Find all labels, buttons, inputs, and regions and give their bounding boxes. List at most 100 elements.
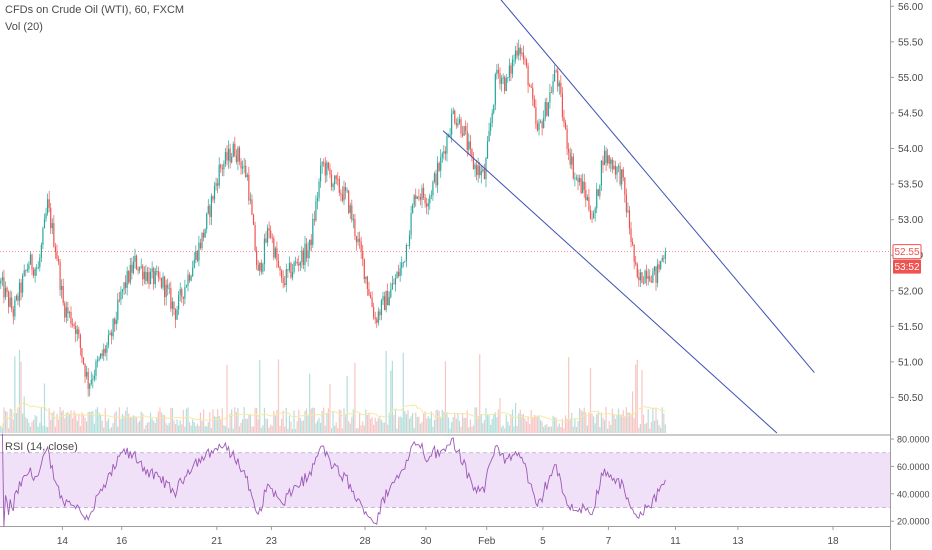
volume-bar [305, 408, 308, 433]
candle-body [611, 159, 613, 170]
candle-body [139, 267, 141, 271]
candle-body [221, 168, 223, 170]
volume-bar [220, 418, 222, 433]
volume-bar [68, 413, 71, 433]
symbol-legend[interactable]: CFDs on Crude Oil (WTI), 60, FXCM [5, 4, 185, 16]
candle-body [449, 134, 451, 136]
channel-line [500, 0, 815, 373]
candle-body [15, 295, 17, 300]
candle-body [360, 241, 362, 252]
candle-body [472, 157, 475, 170]
volume-bar [93, 423, 95, 433]
candle-body [568, 148, 570, 153]
volume-bar [240, 422, 242, 433]
volume-legend[interactable]: Vol (20) [5, 21, 43, 33]
candle-body [68, 312, 71, 314]
candle-body [179, 289, 181, 295]
volume-bar [393, 415, 395, 433]
candle-body [380, 300, 383, 316]
price-tick-label: 54.00 [898, 144, 923, 155]
volume-bar [500, 427, 503, 433]
candle-body [290, 263, 292, 278]
volume-bar [374, 417, 376, 433]
volume-bar [312, 407, 314, 433]
volume-bar [288, 415, 290, 433]
candle-body [196, 251, 198, 261]
candle-body [463, 126, 465, 136]
candle-body [0, 280, 2, 284]
volume-bar [295, 428, 297, 433]
candle-body [126, 271, 128, 288]
candle-body [338, 178, 340, 193]
volume-bar [210, 428, 212, 433]
volume-bar [229, 413, 231, 433]
volume-bar [132, 415, 134, 433]
volume-bar [285, 408, 287, 433]
candle-body [213, 186, 216, 200]
volume-bar [582, 411, 584, 433]
rsi-legend[interactable]: RSI (14, close) [5, 441, 78, 453]
candle-body [316, 197, 319, 202]
candle-body [106, 344, 108, 353]
price-axis[interactable]: 56.0055.5055.0054.5054.0053.5053.0052.50… [890, 2, 923, 404]
time-axis[interactable]: 14 16 21 23 28 30 Feb 5 7 11 13 18 [57, 526, 839, 547]
volume-bar [67, 411, 69, 433]
volume-bar [8, 428, 10, 433]
volume-bar [207, 422, 209, 433]
volume-bar [493, 413, 495, 433]
volume-bar [505, 414, 507, 433]
volume-bar [646, 422, 648, 433]
candle-body [363, 258, 365, 280]
rsi-axis[interactable]: 80.0000 60.0000 40.0000 20.0000 [890, 435, 930, 527]
candle-body [354, 219, 356, 236]
candle-body [76, 329, 78, 334]
volume-bar [268, 427, 270, 433]
volume-bar [121, 413, 124, 433]
volume-bar [471, 426, 473, 433]
channel-lines[interactable] [442, 0, 815, 434]
candle-body [220, 164, 222, 169]
candle-body [176, 309, 178, 320]
volume-bar [90, 411, 92, 433]
candle-body [143, 271, 145, 280]
volume-bar [585, 412, 587, 433]
volume-bar [476, 407, 478, 433]
volume-bar [65, 413, 67, 433]
candle-body [426, 203, 428, 207]
candle-body [393, 283, 395, 285]
volume-bar [327, 408, 329, 433]
candle-body [649, 276, 651, 281]
candle-body [299, 262, 301, 266]
volume-bar [617, 408, 620, 433]
volume-bar [96, 407, 99, 433]
volume-bar [226, 364, 228, 433]
candle-body [527, 65, 529, 86]
volume-bar [600, 412, 602, 433]
volume-bar [407, 410, 409, 433]
volume-bar [104, 408, 106, 433]
volume-bar [655, 407, 657, 433]
candle-body [451, 114, 453, 135]
candle-body [110, 332, 113, 337]
candle-body [178, 294, 180, 310]
candle-body [254, 225, 256, 251]
volume-bar [458, 420, 461, 433]
volume-bar [117, 426, 119, 433]
volume-bar [148, 421, 150, 433]
volume-bar [613, 414, 615, 433]
candle-body [650, 280, 652, 283]
candle-body [461, 133, 464, 136]
volume-bar [43, 383, 46, 433]
candle-body [135, 255, 138, 270]
candle-body [164, 276, 166, 298]
volume-bar [25, 417, 27, 433]
candle-body [326, 162, 328, 176]
candle-body [181, 289, 183, 297]
rsi-band [0, 452, 890, 508]
candle-body [125, 282, 127, 288]
price-pane[interactable] [0, 0, 890, 433]
volume-bar [321, 411, 323, 433]
volume-bar [380, 419, 383, 433]
